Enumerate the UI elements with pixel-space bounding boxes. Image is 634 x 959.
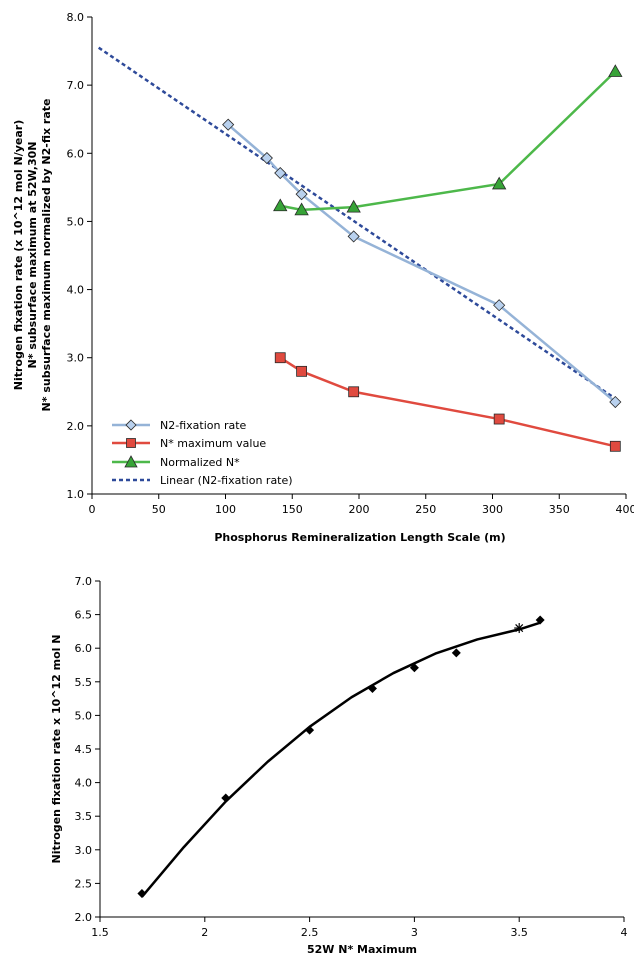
y-tick-label: 6.0: [75, 642, 93, 655]
n-star-max-point: [493, 413, 505, 425]
legend: N2-fixation rate N* maximum value Normal…: [112, 419, 293, 487]
star-stroke: [515, 624, 524, 633]
x-tick-label: 200: [349, 503, 370, 516]
legend-entry-n-star-max: N* maximum value: [112, 437, 266, 450]
star-point: [514, 623, 525, 634]
x-tick-label: 4: [621, 926, 628, 939]
legend-entry-linear: Linear (N2-fixation rate): [112, 474, 293, 487]
normalized-n-star-point: [346, 199, 361, 213]
normalized-n-star-point: [608, 64, 623, 77]
y-tick-label: 4.0: [67, 284, 85, 297]
y-axis-title-line-1: Nitrogen fixation rate (x 10^12 mol N/ye…: [12, 120, 25, 391]
y-axis-title-2: Nitrogen fixation rate x 10^12 mol N: [50, 635, 63, 864]
n2-fixation-point: [274, 166, 287, 180]
normalized-n-star-point: [491, 176, 507, 190]
n2-fixation-point: [493, 299, 506, 312]
data-point: [409, 663, 419, 673]
data-point: [305, 725, 315, 735]
n2-fixation-point: [347, 230, 360, 243]
legend-label-n2-fixation: N2-fixation rate: [160, 419, 247, 432]
x-tick-label: 3.5: [510, 926, 528, 939]
y-tick-label: 7.0: [75, 575, 93, 588]
legend-label-linear: Linear (N2-fixation rate): [160, 474, 293, 487]
x-tick-label: 1.5: [91, 926, 109, 939]
y-tick-label: 7.0: [67, 79, 85, 92]
y-tick-label: 1.0: [67, 488, 85, 501]
data-point: [367, 684, 377, 694]
x-tick-label: 150: [282, 503, 303, 516]
y-tick-label: 6.5: [75, 609, 93, 622]
n2-fixation-point: [222, 118, 235, 131]
y-tick-label: 5.0: [75, 709, 93, 722]
y-tick-label: 3.0: [67, 352, 85, 365]
y-tick-label: 2.5: [75, 877, 93, 890]
n2-fixation-point: [295, 188, 308, 201]
x-tick-label: 50: [152, 503, 166, 516]
n-star-max-point: [609, 440, 621, 452]
x-tick-label: 0: [89, 503, 96, 516]
y-tick-label: 2.0: [67, 420, 85, 433]
y-tick-label: 4.5: [75, 743, 93, 756]
x-tick-label: 300: [482, 503, 503, 516]
x-tick-label: 3: [411, 926, 418, 939]
data-point: [137, 888, 147, 898]
legend-entry-normalized: Normalized N*: [112, 455, 240, 469]
x-tick-label: 2: [201, 926, 208, 939]
x-axis-title: Phosphorus Remineralization Length Scale…: [214, 531, 505, 544]
y-tick-label: 4.0: [75, 777, 93, 790]
x-tick-label: 400: [616, 503, 634, 516]
legend-marker-triangle: [124, 455, 138, 468]
chart-n-star-vs-fixation: Nitrogen fixation rate x 10^12 mol N 52W…: [50, 575, 628, 956]
y-axis-title-group: Nitrogen fixation rate (x 10^12 mol N/ye…: [12, 99, 53, 412]
legend-entry-n2-fixation: N2-fixation rate: [112, 419, 247, 432]
normalized-n-star-point: [273, 198, 288, 212]
chart-phosphorus-remineralization: Nitrogen fixation rate (x 10^12 mol N/ye…: [12, 11, 634, 544]
legend-marker-diamond: [125, 419, 137, 431]
trend-curve: [140, 621, 541, 898]
x-tick-label: 100: [215, 503, 236, 516]
data-point: [535, 615, 545, 625]
normalized-n-star-point: [294, 202, 309, 216]
data-point: [221, 793, 231, 803]
plot-area-1: 1.0 2.0 3.0 4.0 5.0 6.0 7.0 8.0 0 50 100 150 200 250 3…: [67, 11, 634, 516]
y-axis-title-line-2: N* subsurface maximum at 52W,30N: [26, 142, 39, 369]
y-tick-label: 8.0: [67, 11, 85, 24]
data-point: [451, 648, 461, 658]
n2-fixation-point: [260, 151, 273, 165]
legend-marker-square: [126, 438, 136, 448]
n2-fixation-point: [609, 395, 622, 409]
x-axis-title-2: 52W N* Maximum: [307, 943, 417, 956]
y-tick-label: 6.0: [67, 147, 85, 160]
legend-label-n-star-max: N* maximum value: [160, 437, 266, 450]
y-axis-title-line-3: N* subsurface maximum normalized by N2-f…: [40, 99, 53, 412]
n-star-max-point: [348, 386, 360, 398]
linear-trend-line: [97, 46, 617, 400]
plot-area-2: 2.0 2.5 3.0 3.5 4.0 4.5 5.0 5.5 6.0 6.5 7.0 1.5 2 2.5…: [75, 575, 628, 939]
n-star-max-line: [279, 356, 616, 448]
x-tick-label: 2.5: [301, 926, 319, 939]
x-tick-label: 250: [415, 503, 436, 516]
y-tick-label: 5.0: [67, 215, 85, 228]
normalized-n-star-line: [279, 70, 617, 212]
y-tick-label: 2.0: [75, 911, 93, 924]
legend-label-normalized: Normalized N*: [160, 456, 240, 469]
y-tick-label: 3.5: [75, 810, 93, 823]
n-star-max-point: [274, 352, 286, 364]
n-star-max-point: [296, 365, 307, 377]
x-tick-label: 350: [549, 503, 570, 516]
y-tick-label: 5.5: [75, 676, 93, 689]
y-tick-label: 3.0: [75, 844, 93, 857]
